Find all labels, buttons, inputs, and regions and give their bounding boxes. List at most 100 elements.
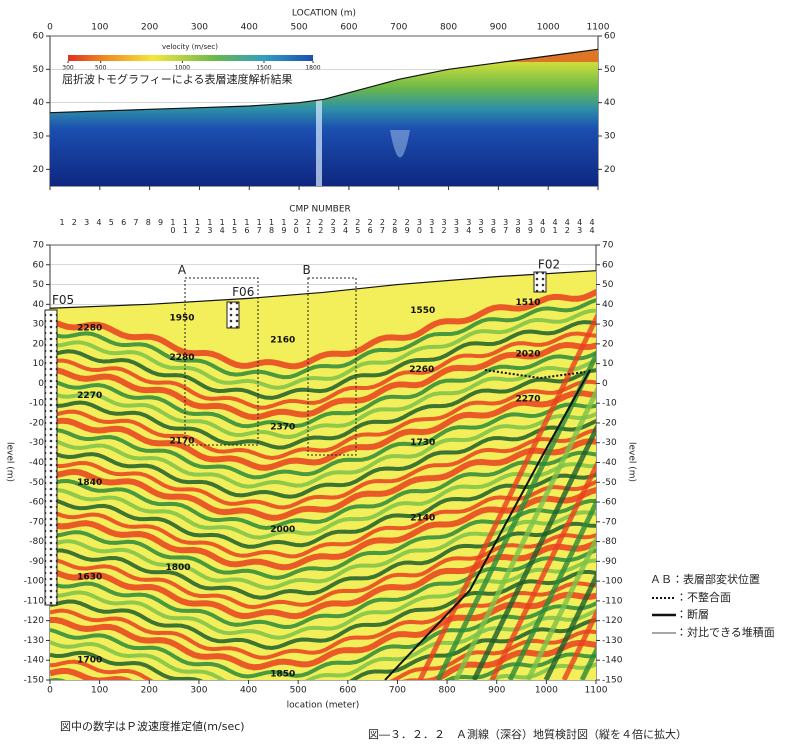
y-tick-label-right: -140 bbox=[602, 656, 623, 666]
colorbar-tick-label: 300 bbox=[62, 65, 74, 72]
y-tick-label: -80 bbox=[29, 537, 44, 547]
velocity-label: 2370 bbox=[270, 422, 295, 432]
x-tick-label: 1100 bbox=[585, 686, 608, 696]
y-tick-label: 40 bbox=[33, 98, 45, 108]
x-tick-label: 700 bbox=[390, 23, 407, 33]
borehole-f02 bbox=[533, 271, 547, 293]
y-tick-label: -70 bbox=[29, 517, 44, 527]
site-marker: B bbox=[303, 263, 311, 277]
y-tick-label-right: 60 bbox=[602, 260, 614, 270]
y-tick-label: 10 bbox=[33, 359, 45, 369]
velocity-field bbox=[50, 49, 598, 187]
unconformity-line bbox=[484, 369, 586, 380]
velocity-label: 1950 bbox=[170, 314, 195, 324]
y-tick-label-right: -10 bbox=[602, 399, 617, 409]
y-tick-label-right: -30 bbox=[602, 438, 617, 448]
velocity-label: 2260 bbox=[409, 365, 434, 375]
cmp-number: 35 bbox=[477, 218, 486, 234]
cmp-number: 6 bbox=[119, 218, 128, 226]
dipping-reflector bbox=[744, 290, 791, 680]
cmp-number: 4 bbox=[94, 218, 103, 226]
dipping-reflector bbox=[471, 288, 596, 680]
seismic-reflector bbox=[50, 291, 596, 390]
dipping-reflector bbox=[708, 290, 791, 680]
cmp-number: 7 bbox=[131, 218, 140, 226]
x-tick-label: 300 bbox=[191, 23, 208, 33]
seismic-reflector bbox=[50, 314, 596, 410]
legend-item: ：対比できる堆積面 bbox=[676, 625, 775, 639]
y-tick-label-right: -60 bbox=[602, 498, 617, 508]
velocity-label: 2140 bbox=[410, 513, 435, 523]
cmp-number: 22 bbox=[316, 218, 325, 234]
y-tick-label-right: -130 bbox=[602, 636, 623, 646]
seismic-reflector bbox=[50, 384, 596, 480]
x-tick-label: 1000 bbox=[537, 23, 560, 33]
velocity-label: 2020 bbox=[515, 349, 540, 359]
colorbar-title: velocity (m/sec) bbox=[162, 43, 218, 51]
seismic-reflector bbox=[50, 563, 596, 660]
dipping-reflector bbox=[636, 290, 791, 680]
y-tick-label-right: 0 bbox=[602, 379, 608, 389]
velocity-label: 1630 bbox=[77, 573, 102, 583]
y-tick-label: 20 bbox=[33, 339, 45, 349]
high-velocity-strip bbox=[470, 49, 598, 62]
y-tick-label: 60 bbox=[33, 260, 45, 270]
cmp-number: 33 bbox=[452, 218, 461, 234]
velocity-label: 2000 bbox=[270, 525, 295, 535]
site-marker: F06 bbox=[232, 285, 254, 299]
colorbar-tick-label: 1000 bbox=[175, 65, 190, 72]
cmp-number: 37 bbox=[501, 218, 510, 234]
dipping-reflector bbox=[600, 290, 790, 680]
velocity-label: 2160 bbox=[270, 335, 295, 345]
dipping-reflector bbox=[762, 290, 791, 680]
cmp-number: 41 bbox=[551, 218, 560, 234]
y-tick-label: -100 bbox=[24, 577, 45, 587]
y-tick-label: 50 bbox=[33, 280, 45, 290]
dipping-reflector bbox=[618, 290, 791, 680]
y-tick-label-right: -20 bbox=[602, 418, 617, 428]
legend-item: ＡＢ：表層部変状位置 bbox=[650, 572, 760, 586]
seismic-reflector bbox=[50, 519, 596, 620]
legend-item: ：断層 bbox=[676, 608, 709, 621]
velocity-label: 1510 bbox=[515, 298, 540, 308]
dipping-reflector bbox=[453, 288, 596, 680]
velocity-label: 1850 bbox=[270, 670, 295, 680]
cmp-number: 2 bbox=[70, 218, 79, 226]
seismic-reflector bbox=[50, 279, 596, 380]
figure-caption: 図―３．２．２ Ａ測線（深谷）地質検討図（縦を４倍に拡大） bbox=[368, 727, 687, 741]
y-tick-label: 0 bbox=[38, 379, 44, 389]
y-tick-label: -90 bbox=[29, 557, 44, 567]
dipping-reflector bbox=[435, 288, 596, 680]
seismic-reflector bbox=[50, 552, 596, 650]
velocity-label: 2280 bbox=[77, 324, 102, 334]
y-tick-label-right: 10 bbox=[602, 359, 614, 369]
velocity-label: 2270 bbox=[77, 391, 102, 401]
cmp-number: 3 bbox=[82, 218, 91, 226]
y-tick-label: -40 bbox=[29, 458, 44, 468]
seismic-reflector bbox=[50, 504, 596, 600]
y-tick-label: 30 bbox=[33, 132, 45, 142]
site-marker: F05 bbox=[52, 293, 74, 307]
dipping-reflector bbox=[726, 290, 791, 680]
cmp-number: 20 bbox=[292, 218, 301, 234]
seismic-reflector bbox=[50, 589, 596, 680]
x-tick-label: 1100 bbox=[587, 23, 610, 33]
x-tick-label: 900 bbox=[488, 686, 505, 696]
seismic-reflector bbox=[50, 330, 596, 429]
ground-surface bbox=[49, 48, 599, 114]
seismic-reflector bbox=[50, 420, 596, 521]
y-tick-label-right: -70 bbox=[602, 517, 617, 527]
cmp-number: 1 bbox=[58, 218, 67, 226]
y-tick-label: 70 bbox=[33, 241, 45, 251]
cmp-number: 18 bbox=[267, 218, 276, 234]
velocity-label: 2170 bbox=[170, 436, 195, 446]
y-tick-label-right: 50 bbox=[602, 280, 614, 290]
legend: ＡＢ：表層部変状位置 ：不整合面 ：断層 ：対比できる堆積面 bbox=[650, 572, 775, 639]
velocity-label: 2270 bbox=[515, 395, 540, 405]
chart-title: CMP NUMBER bbox=[289, 205, 351, 215]
zone-box-b bbox=[307, 277, 357, 456]
x-tick-label: 600 bbox=[340, 23, 357, 33]
seismic-reflector bbox=[50, 362, 596, 461]
